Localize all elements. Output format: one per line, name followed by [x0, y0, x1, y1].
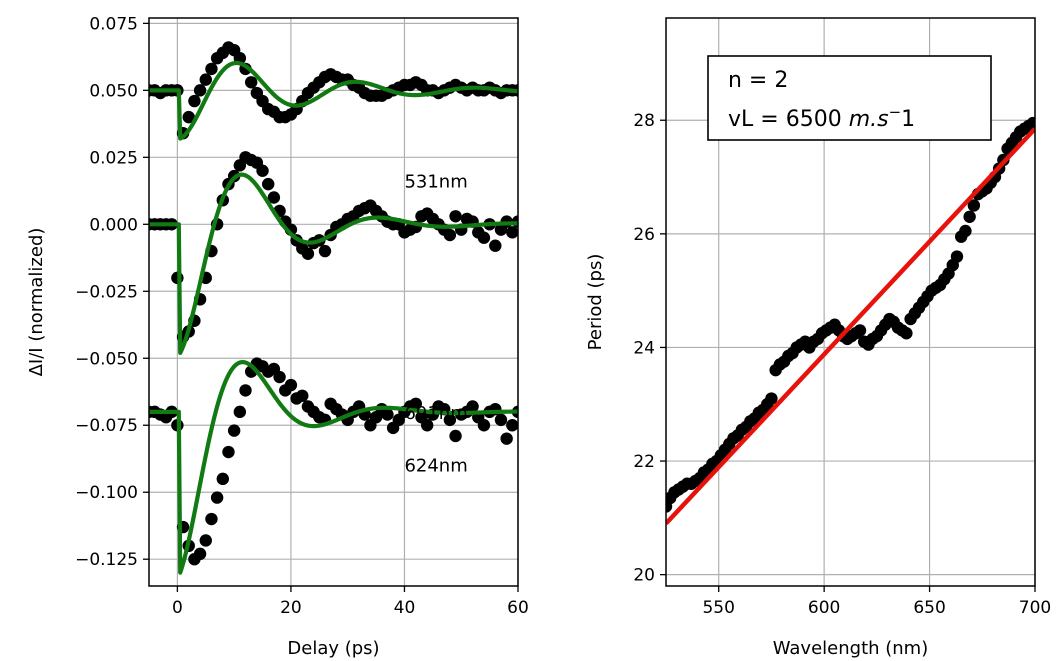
- y-tick-label: 0.025: [89, 148, 138, 168]
- x-tick-label: 550: [702, 598, 734, 618]
- data-point: [477, 419, 491, 432]
- data-point: [284, 378, 298, 392]
- data-point: [273, 370, 286, 384]
- y-axis-label: Period (ps): [585, 254, 606, 351]
- legend-box: [707, 55, 992, 141]
- data-point: [182, 110, 195, 124]
- x-axis-label: Delay (ps): [287, 638, 379, 659]
- y-tick-label: −0.100: [75, 483, 138, 503]
- y-tick-label: 0.000: [89, 215, 138, 235]
- data-point: [506, 226, 518, 239]
- x-tick-label: 600: [808, 598, 840, 618]
- data-point: [318, 244, 332, 258]
- plot-frame: [148, 17, 519, 587]
- x-tick-label: 20: [280, 598, 302, 618]
- data-point: [420, 419, 434, 432]
- y-tick-label: −0.125: [75, 550, 138, 570]
- y-tick-label: 22: [633, 452, 655, 472]
- data-point: [256, 164, 269, 177]
- data-point: [301, 247, 315, 260]
- x-tick-label: 650: [913, 598, 945, 618]
- data-point: [765, 392, 778, 405]
- fit-curve: [149, 60, 518, 141]
- data-point: [296, 389, 309, 402]
- data-point: [262, 177, 275, 191]
- delay-plot: 531nm 624nm 691nm 0 20 40 60 0.075 0.050 0.025 0.0…: [26, 14, 529, 659]
- fit-line: [666, 127, 1035, 526]
- period-wavelength-plot: 550 600 650 700 20 22 24 26 28 Wavelength (nm) Per…: [585, 17, 1051, 659]
- series-annotation: 691nm: [404, 403, 467, 424]
- fit-curve: [149, 172, 518, 356]
- data-point: [199, 73, 212, 86]
- y-tick-label: −0.075: [75, 416, 138, 436]
- data-point: [950, 250, 964, 263]
- legend: n = 2 vL = 6500 m.s−1: [707, 55, 992, 141]
- plot-frame: [665, 17, 1036, 587]
- data-point: [443, 413, 457, 427]
- data-point: [900, 327, 913, 340]
- data-point: [193, 84, 207, 97]
- data-point: [227, 424, 241, 437]
- x-axis-label: Wavelength (nm): [773, 638, 929, 659]
- data-point: [381, 408, 394, 421]
- data-point: [210, 491, 224, 504]
- legend-line-2-tail: 1: [901, 107, 915, 132]
- y-tick-label: −0.025: [75, 282, 138, 302]
- data-point: [959, 224, 972, 238]
- legend-line-2: vL = 6500 m.s−1: [728, 103, 915, 132]
- legend-line-2-sup: −: [889, 103, 902, 121]
- y-axis-label: ΔI/I (normalized): [26, 228, 47, 377]
- data-point: [193, 547, 207, 561]
- x-tick-label: 40: [394, 598, 416, 618]
- y-tick-label: 0.050: [89, 81, 138, 101]
- series-annotation: 531nm: [404, 171, 467, 192]
- data-point: [239, 384, 252, 397]
- data-point: [853, 324, 867, 337]
- data-point: [222, 445, 235, 459]
- fit-curve: [149, 360, 518, 575]
- data-point: [205, 62, 218, 76]
- data-point: [963, 210, 976, 223]
- x-tick-label: 700: [1019, 598, 1051, 618]
- y-tick-label: 24: [633, 338, 655, 358]
- x-tick-label: 0: [172, 598, 183, 618]
- plot-area: [149, 41, 518, 575]
- data-point: [494, 413, 508, 427]
- data-point: [477, 231, 491, 244]
- data-point: [489, 239, 502, 252]
- data-point: [506, 419, 518, 432]
- data-point: [188, 94, 201, 108]
- x-tick-label: 60: [507, 598, 529, 618]
- data-point: [449, 429, 462, 443]
- y-tick-label: 26: [633, 225, 655, 245]
- data-point: [443, 228, 457, 242]
- data-point: [466, 400, 479, 413]
- data-point: [244, 76, 258, 89]
- data-point: [267, 191, 281, 204]
- y-tick-label: 20: [633, 566, 655, 586]
- y-tick-label: 0.075: [89, 14, 138, 34]
- y-tick-label: −0.050: [75, 349, 138, 369]
- data-point: [205, 512, 218, 526]
- data-point: [233, 405, 247, 419]
- data-point: [967, 199, 981, 212]
- data-point: [1026, 116, 1035, 130]
- legend-line-2-prefix: vL = 6500: [728, 107, 849, 132]
- data-point: [216, 472, 229, 486]
- data-point: [449, 210, 462, 223]
- data-point: [409, 397, 423, 411]
- y-tick-label: 28: [633, 111, 655, 131]
- data-point: [199, 534, 212, 547]
- data-point: [500, 432, 513, 445]
- series-annotation: 624nm: [404, 455, 467, 476]
- plot-area: [666, 116, 1035, 526]
- legend-line-2-units: m.s: [849, 107, 889, 132]
- legend-line-1: n = 2: [728, 68, 788, 93]
